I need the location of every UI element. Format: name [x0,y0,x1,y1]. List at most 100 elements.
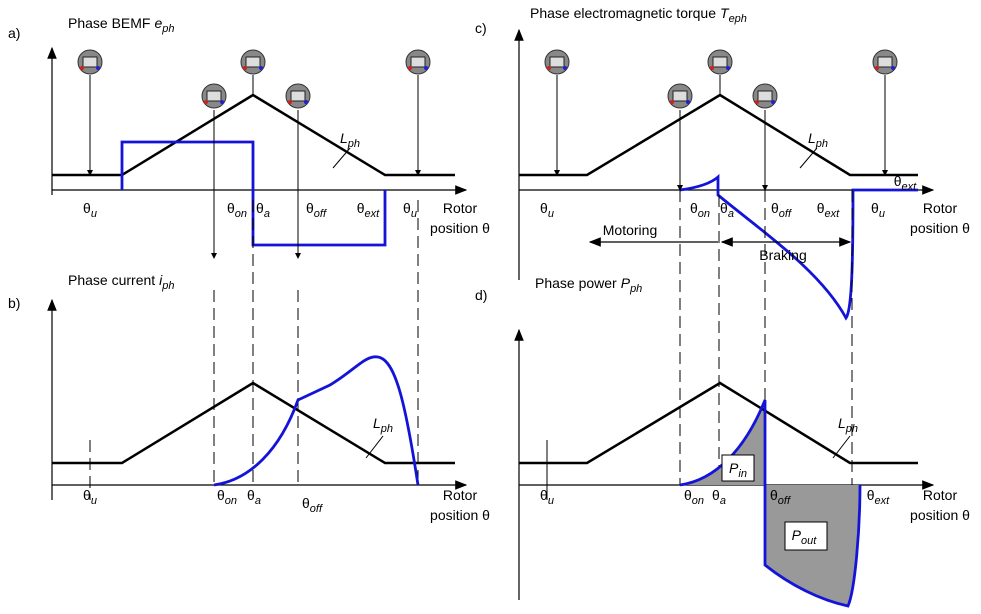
angle-label: θon [227,200,247,220]
angle-label: θu [83,200,97,220]
icon-pole [80,66,84,70]
icon-pole [424,66,428,70]
motor-icon [78,50,102,74]
angle-label-symbol: θ [770,487,778,503]
panel-label: a) [8,25,20,41]
icon-pole [259,66,263,70]
shapes [52,30,933,606]
icon-stator [207,91,221,101]
angle-label-sub: off [778,495,791,507]
title-text: Phase electromagnetic torque [530,5,716,21]
inductance-label: Lph [340,130,360,150]
icon-pole [891,66,895,70]
angle-label-symbol: θ [357,200,365,216]
angle-label-symbol: θ [867,487,875,503]
axis-label: position θ [910,220,970,236]
title-text: Phase power [535,275,617,291]
icon-pole [96,66,100,70]
axis-label: Rotor [443,200,478,216]
angle-label-symbol: θ [403,200,411,216]
angle-label: θa [256,200,270,220]
angle-label-sub: off [779,208,792,220]
inductance-label-sub: ph [380,423,393,435]
angle-label-sub: ext [875,495,891,507]
inductance-label: Lph [808,130,828,150]
icon-stator [411,57,425,67]
icon-pole [670,100,674,104]
motor-icon [241,50,265,74]
angle-label-sub: off [310,503,323,515]
icon-stator [246,57,260,67]
angle-label-sub: on [225,495,237,507]
axis-label: Rotor [443,487,478,503]
motor-icon [406,50,430,74]
inductance-label-symbol: L [808,130,816,146]
axis-label: position θ [910,507,970,523]
angle-label-sub: ext [902,181,918,193]
inductance-label: Lph [838,415,858,435]
angle-label-sub: on [692,495,704,507]
motor-icon [708,50,732,74]
motor-icon [668,84,692,108]
icon-pole [204,100,208,104]
region-label: Braking [759,247,806,263]
icon-stator [673,91,687,101]
angle-label-symbol: θ [227,200,235,216]
icon-stator [713,57,727,67]
motor-icon [753,84,777,108]
angle-label: θu [83,487,97,507]
icon-pole [875,66,879,70]
motor-icons [78,50,897,108]
panel-title: Phase BEMFeph [68,15,175,35]
angle-label: θa [247,487,261,507]
inductance-label: Lph [373,415,393,435]
angle-label-sub: on [235,208,247,220]
angle-label-symbol: θ [83,487,91,503]
angle-label-symbol: θ [302,495,310,511]
icon-pole [771,100,775,104]
angle-label-symbol: θ [247,487,255,503]
angle-label: θon [690,200,710,220]
angle-label: θext [817,200,840,220]
angle-label-sub: on [698,208,710,220]
angle-label-symbol: θ [720,200,728,216]
angle-label-sub: u [91,495,97,507]
angle-label-symbol: θ [771,200,779,216]
angle-label: θa [712,487,726,507]
angle-label-sub: a [728,208,734,220]
region-label: Motoring [603,222,657,238]
angle-label-symbol: θ [894,173,902,189]
icon-pole [686,100,690,104]
angle-label-symbol: θ [684,487,692,503]
angle-label-sub: u [548,495,554,507]
title-text: Phase current [68,272,155,288]
panel-label: d) [475,287,487,303]
angle-label: θext [357,200,380,220]
angle-label-sub: u [879,208,885,220]
axis-label: Rotor [923,200,958,216]
angle-label: θext [867,487,890,507]
angle-label-symbol: θ [712,487,720,503]
axis-label: Rotor [923,487,958,503]
inductance-label-sub: ph [815,138,828,150]
angle-label: θa [720,200,734,220]
angle-label-symbol: θ [217,487,225,503]
angle-label: θoff [306,200,327,220]
title-text: Phase BEMF [68,15,150,31]
icon-pole [220,100,224,104]
axis-label: position θ [430,220,490,236]
inductance-label-sub: ph [845,423,858,435]
title-sub: ph [161,280,174,292]
inductance-label-symbol: L [373,415,381,431]
angle-label-symbol: θ [817,200,825,216]
title-sub: ph [629,283,642,295]
icon-stator [758,91,772,101]
icon-pole [563,66,567,70]
icon-stator [291,91,305,101]
angle-label: θon [217,487,237,507]
inductance-label-symbol: L [838,415,846,431]
